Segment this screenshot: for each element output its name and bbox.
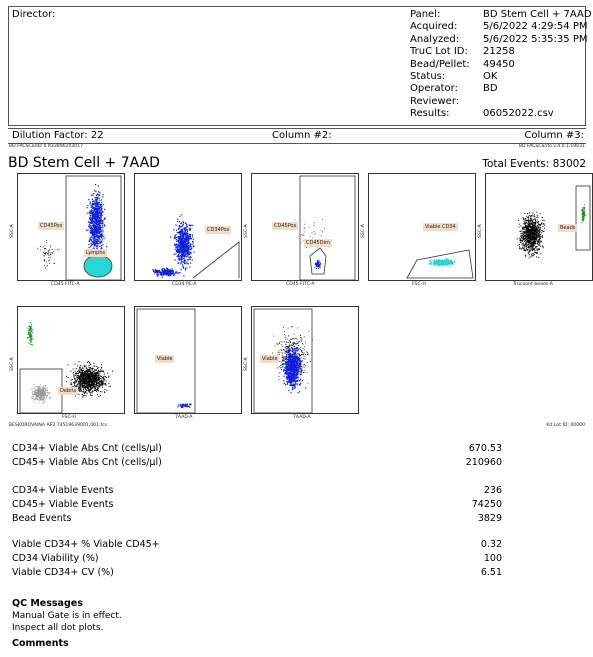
plot3-y-axis: SSC-A (244, 224, 249, 238)
gate-label-cd45dim: CD45Dim (304, 239, 332, 247)
dot-plot-viable-cd34: Viable CD34 (368, 173, 476, 281)
gate-label-cd45pos: CD45Pos (38, 222, 65, 230)
plot8-svg (253, 308, 313, 414)
dot-plot-cd34: CD34Pos (134, 173, 242, 281)
qc-line: Manual Gate is in effect. (12, 611, 122, 621)
column3-label: Column #3: (524, 130, 584, 141)
gate-label-lymphs: Lymphs (84, 249, 108, 257)
qc-heading: QC Messages (12, 598, 83, 609)
plot3-svg (294, 175, 356, 281)
result-row: Viable CD34+ CV (%) 6.51 (12, 567, 502, 578)
plot5-svg (516, 185, 591, 259)
field-status: Status: OK (410, 71, 498, 83)
plot5-x-axis: Trucount beads-A (513, 282, 553, 287)
field-operator: Operator: BD (410, 83, 498, 95)
gate-label-cd34pos: CD34Pos (205, 226, 232, 234)
field-acquired: Acquired: 5/6/2022 4:29:54 PM (410, 21, 588, 33)
plot6-y-axis: SSC-A (10, 357, 15, 371)
dot-plot-viable-7aad: Viable (134, 306, 242, 414)
plot8-x-axis: 7AAD-A (293, 415, 311, 420)
column2-label: Column #2: (272, 130, 332, 141)
plot1-y-axis: SSC-A (10, 224, 15, 238)
total-events: Total Events: 83002 (482, 158, 586, 170)
plot8-y-axis: SSC-A (244, 357, 249, 371)
plot7-x-axis: 7AAD-A (175, 415, 193, 420)
director-label: Director: (12, 9, 56, 20)
report-title: BD Stem Cell + 7AAD (8, 155, 160, 171)
instrument-id: BD FACSCanto II R33896203017 (9, 144, 84, 149)
header-box (8, 6, 586, 126)
dilution-factor: Dilution Factor: 22 (12, 130, 104, 141)
result-row: CD34+ Viable Events 236 (12, 485, 502, 496)
dot-plot-beads: Beads (485, 173, 593, 281)
kit-lot-id: Kit Lot ID: 00000 (546, 423, 585, 428)
field-reviewer: Reviewer: (410, 95, 460, 107)
dot-plot-debris: Debris (17, 306, 125, 414)
field-analyzed: Analyzed: 5/6/2022 5:35:35 PM (410, 33, 588, 45)
plot3-x-axis: CD45 FITC-A (286, 282, 315, 287)
gate-label-debris: Debris (58, 387, 79, 395)
field-panel: Panel: BD Stem Cell + 7AAD (410, 9, 592, 20)
field-results: Results: 06052022.csv (410, 108, 554, 120)
plot4-y-axis: SSC-A (361, 224, 366, 238)
sample-file: BESKOROVAINA AF2 74519639001.001.fcs (9, 423, 107, 428)
gate-label-viable-cd34: Viable CD34 (423, 223, 458, 231)
plot2-svg (152, 214, 240, 279)
qc-line: Inspect all dot plots. (12, 623, 104, 633)
dot-plot-cd45-ssc: CD45Pos Lymphs (17, 173, 125, 281)
gate-label-viable-2: Viable (260, 355, 280, 363)
plot1-svg (37, 175, 122, 281)
result-row: Viable CD34+ % Viable CD45+ 0.32 (12, 539, 502, 550)
field-bead-pellet: Bead/Pellet: 49450 (410, 58, 515, 70)
dilution-strip (8, 128, 586, 144)
plot4-x-axis: FSC-H (412, 282, 426, 287)
result-row: CD45+ Viable Abs Cnt (cells/µl) 210960 (12, 457, 502, 468)
result-row: Bead Events 3829 (12, 513, 502, 524)
result-row: CD34 Viability (%) 100 (12, 553, 502, 564)
comments-heading: Comments (12, 638, 69, 649)
plot2-x-axis: CD34 PE-A (172, 282, 197, 287)
plot4-svg (406, 249, 474, 279)
gate-label-beads: Beads (558, 224, 578, 232)
plot7-svg (136, 308, 196, 414)
plot6-x-axis: FSC-H (62, 415, 76, 420)
gate-label-cd45pos-2: CD45Pos (272, 222, 299, 230)
plot6-svg (19, 322, 113, 414)
software-version: BD FACSCanto v.4.0.1.19031 (518, 144, 585, 149)
gate-label-viable: Viable (155, 355, 175, 363)
plot1-x-axis: CD45 FITC-A (51, 282, 80, 287)
header-fields: Panel: BD Stem Cell + 7AAD Acquired: 5/6/2… (410, 9, 592, 121)
plot5-y-axis: SSC-A (478, 224, 483, 238)
field-truc-lot: TruC Lot ID: 21258 (410, 46, 515, 58)
result-row: CD34+ Viable Abs Cnt (cells/µl) 670.53 (12, 443, 502, 454)
dot-plot-cd45dim: CD45Pos CD45Dim (251, 173, 359, 281)
result-row: CD45+ Viable Events 74250 (12, 499, 502, 510)
dot-plot-viable-ssc: Viable (251, 306, 359, 414)
